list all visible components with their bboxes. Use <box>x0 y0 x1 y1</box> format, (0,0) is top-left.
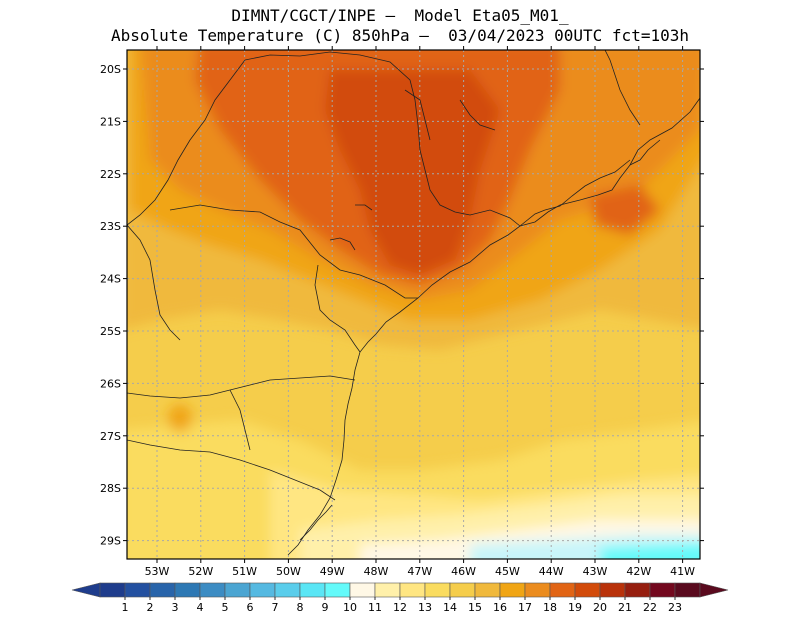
colorbar-label: 1 <box>122 601 129 614</box>
colorbar-label: 2 <box>147 601 154 614</box>
colorbar-swatch <box>274 582 301 598</box>
lon-label: 44W <box>539 565 564 578</box>
colorbar-label: 9 <box>322 601 329 614</box>
lon-label: 41W <box>670 565 695 578</box>
colorbar-label: 16 <box>493 601 507 614</box>
colorbar-label: 14 <box>443 601 457 614</box>
lat-label: 28S <box>100 482 121 495</box>
colorbar-label: 12 <box>393 601 407 614</box>
lon-label: 47W <box>407 565 432 578</box>
latitude-labels: 20S 21S 22S 23S 24S 25S 26S 27S 28S 29S <box>100 63 121 548</box>
colorbar-swatch <box>99 582 126 598</box>
lat-label: 26S <box>100 377 121 390</box>
colorbar-swatch <box>649 582 676 598</box>
colorbar: 1 2 3 4 5 6 7 8 9 10 11 12 13 14 15 16 17 18 19 20 21 22 23 <box>71 582 729 614</box>
colorbar-label: 20 <box>593 601 607 614</box>
colorbar-swatch <box>149 582 176 598</box>
chart-title-line-2: Absolute Temperature (C) 850hPa – 03/04/… <box>111 26 689 45</box>
colorbar-swatch <box>574 582 601 598</box>
map-gridlines <box>127 50 700 559</box>
colorbar-label: 10 <box>343 601 357 614</box>
colorbar-label: 19 <box>568 601 582 614</box>
lat-label: 27S <box>100 430 121 443</box>
lon-label: 43W <box>583 565 608 578</box>
lat-label: 20S <box>100 63 121 76</box>
colorbar-swatch <box>374 582 401 598</box>
colorbar-label: 5 <box>222 601 229 614</box>
lat-label: 22S <box>100 168 121 181</box>
colorbar-label: 6 <box>247 601 254 614</box>
lon-label: 46W <box>451 565 476 578</box>
lat-label: 21S <box>100 115 121 128</box>
temperature-field <box>127 50 700 559</box>
colorbar-swatch <box>524 582 551 598</box>
colorbar-swatch <box>624 582 651 598</box>
colorbar-swatch <box>399 582 426 598</box>
map-borders <box>127 50 700 556</box>
lat-label: 25S <box>100 325 121 338</box>
lat-label: 24S <box>100 273 121 286</box>
colorbar-swatch <box>449 582 476 598</box>
colorbar-label: 21 <box>618 601 632 614</box>
colorbar-swatch <box>349 582 376 598</box>
colorbar-swatch <box>499 582 526 598</box>
colorbar-label: 7 <box>272 601 279 614</box>
colorbar-label: 13 <box>418 601 432 614</box>
colorbar-label: 17 <box>518 601 532 614</box>
colorbar-high-arrow <box>699 582 729 598</box>
lon-label: 51W <box>232 565 257 578</box>
colorbar-label: 23 <box>668 601 682 614</box>
colorbar-label: 18 <box>543 601 557 614</box>
colorbar-swatch <box>324 582 351 598</box>
axis-ticks <box>123 46 704 563</box>
lon-label: 53W <box>145 565 170 578</box>
longitude-labels: 53W 52W 51W 50W 49W 48W 47W 46W 45W 44W 43W 42W 41W <box>145 565 696 578</box>
colorbar-swatch <box>174 582 201 598</box>
lon-label: 49W <box>320 565 345 578</box>
lon-label: 45W <box>495 565 520 578</box>
colorbar-swatch <box>199 582 226 598</box>
colorbar-swatch <box>549 582 576 598</box>
colorbar-label: 22 <box>643 601 657 614</box>
lon-label: 52W <box>188 565 213 578</box>
colorbar-low-arrow <box>71 582 101 598</box>
lon-label: 50W <box>276 565 301 578</box>
colorbar-swatch <box>474 582 501 598</box>
colorbar-label: 3 <box>172 601 179 614</box>
colorbar-swatch <box>124 582 151 598</box>
colorbar-label: 11 <box>368 601 382 614</box>
lat-label: 23S <box>100 220 121 233</box>
colorbar-swatch <box>674 582 701 598</box>
colorbar-label: 4 <box>197 601 204 614</box>
colorbar-label: 15 <box>468 601 482 614</box>
colorbar-swatch <box>599 582 626 598</box>
colorbar-swatch <box>249 582 276 598</box>
lon-label: 42W <box>626 565 651 578</box>
colorbar-swatch <box>224 582 251 598</box>
chart-title-line-1: DIMNT/CGCT/INPE – Model Eta05_M01_ <box>231 6 569 25</box>
colorbar-swatch <box>299 582 326 598</box>
colorbar-label: 8 <box>297 601 304 614</box>
lon-label: 48W <box>364 565 389 578</box>
lat-label: 29S <box>100 535 121 548</box>
colorbar-swatch <box>424 582 451 598</box>
map-frame <box>126 49 701 560</box>
